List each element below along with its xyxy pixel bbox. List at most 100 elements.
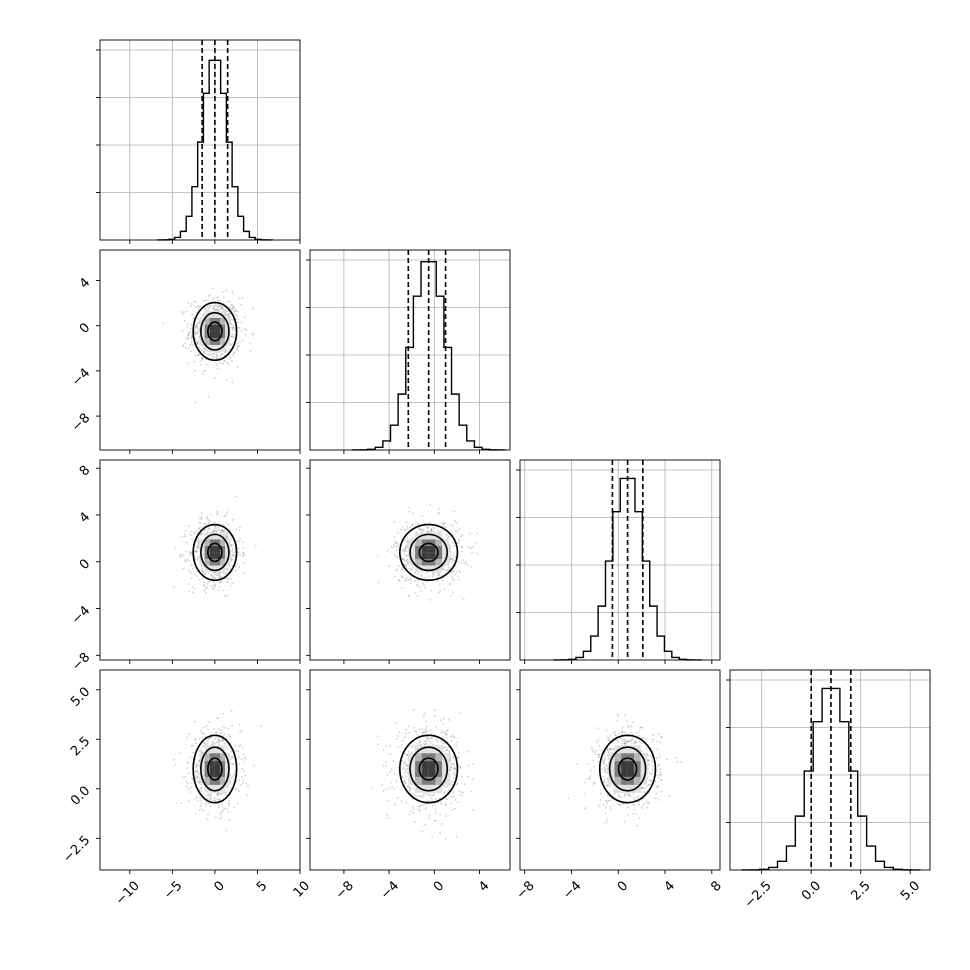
scatter-point [403, 564, 406, 567]
scatter-point [619, 737, 622, 740]
density-cell [209, 552, 215, 559]
scatter-point [451, 783, 454, 786]
density-cell [442, 539, 449, 546]
scatter-point [215, 530, 218, 533]
scatter-point [605, 764, 608, 767]
scatter-point [605, 820, 608, 823]
scatter-point [212, 296, 215, 299]
scatter-point [188, 331, 190, 334]
scatter-point [605, 818, 608, 821]
scatter-point [189, 791, 192, 793]
x-tick-label: 8 [708, 878, 724, 894]
scatter-point [393, 803, 396, 806]
density-cell [225, 324, 231, 332]
scatter-point [231, 303, 233, 306]
scatter-point [449, 758, 452, 761]
scatter-point [213, 571, 216, 574]
scatter-point [460, 546, 463, 549]
scatter-point [216, 574, 219, 577]
scatter-point [219, 529, 222, 532]
scatter-point [231, 324, 234, 326]
scatter-point [628, 794, 630, 797]
scatter-point [453, 795, 456, 798]
density-cell [220, 545, 226, 553]
scatter-point [187, 590, 190, 593]
scatter-point [632, 812, 635, 815]
scatter-point [215, 351, 218, 354]
scatter-point [203, 351, 206, 354]
density-cell [415, 761, 422, 770]
scatter-point [216, 512, 219, 514]
density-cell [408, 769, 416, 777]
scatter-point [406, 765, 409, 768]
density-cell [435, 539, 443, 546]
scatter-point [242, 552, 245, 554]
panel-frame [99, 249, 301, 451]
scatter-point [605, 784, 608, 787]
density-cell [220, 784, 226, 793]
panel-frame [309, 249, 511, 451]
scatter-point [215, 529, 218, 532]
scatter-point [457, 569, 460, 572]
density-cell [199, 761, 205, 770]
scatter-point [214, 800, 217, 803]
scatter-point [470, 565, 473, 568]
scatter-point [626, 741, 629, 744]
scatter-point [205, 818, 208, 821]
y-tick-label: 0.0 [68, 784, 93, 809]
scatter-point [200, 532, 203, 535]
scatter-point [406, 753, 409, 756]
scatter-point [598, 753, 601, 756]
scatter-point [414, 521, 417, 524]
y-tick-label: 0 [77, 556, 93, 572]
scatter-point [453, 762, 456, 765]
scatter-point [217, 308, 220, 311]
scatter-point [610, 808, 612, 811]
scatter-point [421, 830, 424, 833]
density-cell [220, 324, 226, 332]
scatter-point [211, 354, 214, 357]
scatter-point [194, 812, 197, 815]
density-cell [220, 331, 226, 339]
scatter-point [657, 764, 660, 767]
scatter-point [382, 790, 385, 793]
scatter-point [230, 710, 233, 713]
scatter-point [460, 791, 463, 794]
scatter-point [215, 356, 218, 359]
scatter-point [232, 336, 235, 339]
scatter-point [197, 537, 200, 539]
scatter-point [200, 749, 203, 751]
scatter-point [641, 807, 644, 810]
scatter-point [196, 558, 199, 561]
scatter-point [648, 759, 651, 762]
scatter-point [222, 712, 225, 715]
scatter-point [241, 767, 243, 770]
scatter-point [617, 740, 619, 743]
density-cell [442, 769, 449, 777]
scatter-point [405, 555, 408, 558]
scatter-point [236, 326, 239, 329]
scatter-point [222, 307, 225, 310]
scatter-point [162, 322, 165, 325]
scatter-point [404, 761, 406, 764]
scatter-point [627, 793, 630, 795]
scatter-point [404, 538, 407, 541]
scatter-point [222, 739, 225, 742]
scatter-point [190, 577, 193, 579]
density-cell [421, 552, 429, 559]
density-cell [421, 565, 429, 573]
scatter-point [453, 570, 455, 573]
scatter-point [190, 323, 193, 326]
scatter-point [420, 589, 423, 592]
scatter-point [218, 798, 221, 801]
scatter-point [393, 536, 396, 538]
scatter-point [246, 794, 249, 797]
scatter-point [407, 594, 410, 597]
scatter-point [408, 789, 411, 792]
scatter-point [425, 731, 427, 734]
density-cell [204, 545, 210, 553]
scatter-point [427, 530, 430, 533]
scatter-point [216, 792, 219, 795]
scatter-point [183, 319, 186, 322]
scatter-point [190, 572, 192, 575]
